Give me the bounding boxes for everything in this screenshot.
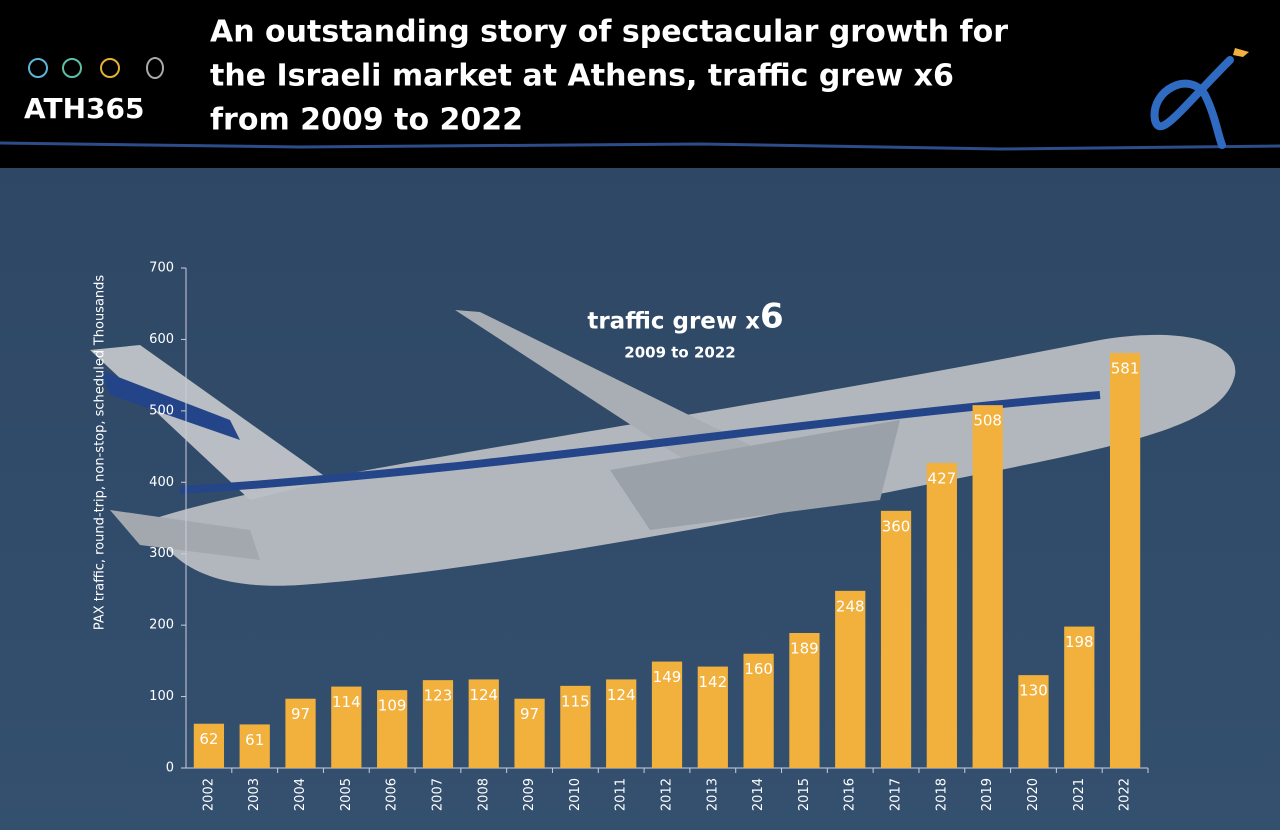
x-tick-label: 2006 [385,778,400,811]
x-tick-label: 2003 [247,778,262,811]
value-label: 581 [1111,360,1140,378]
y-tick-label: 500 [149,403,174,418]
logo-text: ATH365 [24,92,144,125]
x-tick-label: 2022 [1118,778,1133,811]
bar [1064,626,1095,768]
value-label: 114 [332,693,361,711]
bar [972,405,1003,768]
bar [468,679,499,768]
bar [697,666,728,768]
bar [606,679,637,768]
y-tick-label: 200 [149,618,174,633]
x-tick-label: 2005 [339,778,354,811]
y-tick-label: 100 [149,689,174,704]
value-label: 62 [199,730,218,748]
value-label: 427 [928,470,957,488]
bar [1109,353,1141,768]
bar [743,653,774,768]
bar [651,661,683,768]
header-bar [0,0,1280,150]
bar [835,590,866,768]
y-tick-label: 300 [149,546,174,561]
annotation: traffic grew x [587,309,760,335]
value-label: 123 [424,687,453,705]
x-tick-label: 2007 [430,778,445,811]
y-tick-label: 400 [149,475,174,490]
x-tick-label: 2017 [889,778,904,811]
title-line: the Israeli market at Athens, traffic gr… [210,59,954,94]
x-tick-label: 2004 [293,778,308,811]
bar [514,698,545,768]
value-label: 124 [607,686,636,704]
bar [239,724,270,768]
plane-photo [90,310,1236,586]
x-tick-label: 2020 [1026,778,1041,811]
y-tick-label: 0 [166,761,174,776]
title-line: An outstanding story of spectacular grow… [210,15,1008,50]
value-label: 160 [744,660,773,678]
value-label: 149 [653,668,682,686]
alpha-logo [1150,48,1249,149]
x-tick-label: 2015 [797,778,812,811]
y-tick-label: 700 [149,261,174,276]
x-tick-label: 2008 [476,778,491,811]
annotation-subtitle: 2009 to 2022 [624,344,735,362]
value-label: 124 [469,686,498,704]
bar [422,680,454,768]
x-tick-label: 2002 [201,778,216,811]
value-label: 97 [291,705,310,723]
bar [331,686,362,768]
value-label: 115 [561,692,590,710]
x-tick-label: 2016 [843,778,858,811]
y-axis-label: PAX traffic, round-trip, non-stop, sched… [93,350,108,630]
bar [880,510,912,768]
annotation-emphasis: 6 [760,297,784,337]
x-tick-label: 2011 [614,778,629,811]
value-label: 189 [790,640,819,658]
title-line: from 2009 to 2022 [210,103,523,138]
value-label: 360 [882,517,911,535]
value-label: 142 [698,673,727,691]
value-label: 61 [245,731,264,749]
value-label: 97 [520,705,539,723]
value-label: 508 [973,412,1002,430]
bar [285,698,316,768]
y-axis-unit: Thousands [93,275,108,347]
bar [1018,675,1049,768]
value-label: 130 [1019,682,1048,700]
header-stroke [0,141,1280,151]
value-label: 198 [1065,633,1094,651]
bar [193,723,225,768]
x-tick-label: 2013 [705,778,720,811]
logo-icons [28,57,164,79]
x-tick-label: 2018 [934,778,949,811]
y-tick-label: 600 [149,332,174,347]
bar [789,633,820,768]
value-label: 248 [836,597,865,615]
x-tick-label: 2009 [522,778,537,811]
bar [560,685,591,768]
x-tick-label: 2019 [980,778,995,811]
x-tick-label: 2012 [660,778,675,811]
x-tick-label: 2021 [1072,778,1087,811]
x-tick-label: 2010 [568,778,583,811]
bar [377,690,408,768]
bar [926,463,957,768]
x-tick-label: 2014 [751,778,766,811]
value-label: 109 [378,697,407,715]
